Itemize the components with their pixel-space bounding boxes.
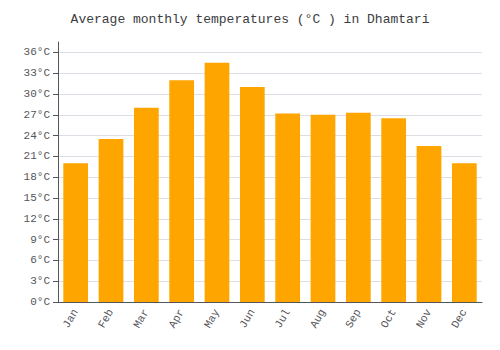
svg-text:Sep: Sep xyxy=(343,307,363,330)
svg-text:Jan: Jan xyxy=(61,307,81,330)
svg-text:12°C: 12°C xyxy=(24,213,51,225)
svg-text:Feb: Feb xyxy=(96,307,116,330)
svg-text:36°C: 36°C xyxy=(24,46,51,58)
svg-text:18°C: 18°C xyxy=(24,171,51,183)
svg-text:33°C: 33°C xyxy=(24,67,51,79)
svg-text:May: May xyxy=(202,307,222,330)
svg-text:9°C: 9°C xyxy=(30,234,50,246)
svg-text:24°C: 24°C xyxy=(24,130,51,142)
svg-text:Jun: Jun xyxy=(237,307,257,330)
svg-text:Nov: Nov xyxy=(414,307,434,330)
svg-text:27°C: 27°C xyxy=(24,109,51,121)
svg-text:Mar: Mar xyxy=(131,307,151,330)
svg-text:6°C: 6°C xyxy=(30,254,50,266)
svg-text:0°C: 0°C xyxy=(30,296,50,308)
svg-text:Oct: Oct xyxy=(379,307,399,330)
svg-text:Jul: Jul xyxy=(273,307,293,330)
svg-text:3°C: 3°C xyxy=(30,275,50,287)
svg-text:21°C: 21°C xyxy=(24,150,51,162)
svg-text:Apr: Apr xyxy=(167,307,187,330)
svg-text:Average monthly temperatures (: Average monthly temperatures (°C ) in Dh… xyxy=(71,12,430,27)
svg-text:15°C: 15°C xyxy=(24,192,51,204)
svg-text:30°C: 30°C xyxy=(24,88,51,100)
svg-text:Dec: Dec xyxy=(449,307,469,330)
svg-text:Aug: Aug xyxy=(308,307,328,330)
